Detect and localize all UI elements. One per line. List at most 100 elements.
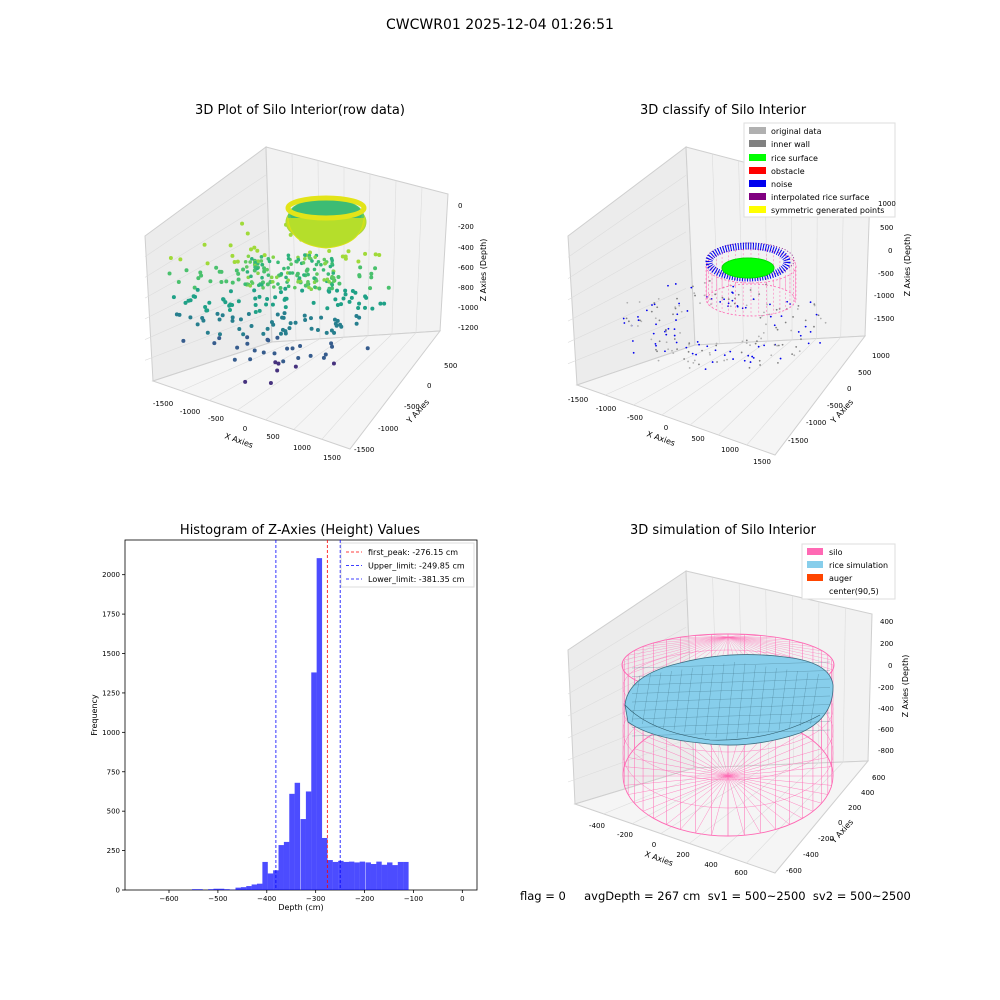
scatter-point xyxy=(790,329,793,332)
scatter-point xyxy=(696,341,699,343)
scatter-point xyxy=(312,267,317,272)
scatter-point xyxy=(330,283,335,287)
legend-swatch xyxy=(749,180,766,187)
scatter-point xyxy=(703,282,706,284)
scatter-point xyxy=(657,359,660,362)
histogram-bar xyxy=(365,862,371,890)
histogram-bar xyxy=(359,861,366,890)
silo-wire xyxy=(727,636,823,652)
scatter-point xyxy=(743,359,746,362)
scatter-point xyxy=(282,266,286,271)
scatter-point xyxy=(236,299,241,304)
silo-wire xyxy=(666,775,729,825)
mesh-line xyxy=(736,663,746,739)
scatter-point xyxy=(765,323,767,326)
x-tick: 400 xyxy=(704,861,717,869)
z-tick: 500 xyxy=(880,224,893,232)
grid-line xyxy=(567,627,687,695)
histogram-bar xyxy=(316,558,323,890)
grid-line xyxy=(415,187,423,333)
scatter-point xyxy=(316,259,321,264)
scatter-point xyxy=(230,318,235,323)
scatter-point xyxy=(777,361,779,364)
histogram-y-ticks: 0 250 500 750 1000 1250 1500 1750 2000 xyxy=(102,571,125,895)
scatter-point xyxy=(217,317,222,322)
mesh-line xyxy=(715,663,725,739)
simulation-x-label: X Axies xyxy=(643,849,674,868)
scatter-point xyxy=(775,308,778,311)
scatter-point xyxy=(373,252,378,257)
silo-wire xyxy=(680,775,729,830)
scatter-point xyxy=(330,344,335,349)
scatter-point xyxy=(673,338,676,340)
scatter-point xyxy=(260,262,265,267)
histogram-bar xyxy=(397,861,404,890)
scatter-point xyxy=(679,332,681,334)
scatter-point xyxy=(749,344,751,347)
scatter-point xyxy=(202,242,207,247)
y-tick: -500 xyxy=(404,403,420,411)
scatter-point xyxy=(769,303,771,306)
mesh-line xyxy=(631,675,641,723)
scatter-point xyxy=(678,304,681,307)
scatter-point xyxy=(181,338,186,343)
grid-line xyxy=(633,342,744,406)
grid-line xyxy=(144,202,267,278)
scatter-point xyxy=(315,272,319,276)
grid-line xyxy=(291,153,297,341)
scatter-point xyxy=(688,367,691,369)
scatter-point xyxy=(698,343,700,346)
scatter-point xyxy=(715,344,718,347)
scatter-point xyxy=(302,273,306,277)
x-tick: -400 xyxy=(589,822,605,830)
scatter-point xyxy=(230,253,235,258)
y-tick: -1500 xyxy=(788,437,808,445)
scatter-point xyxy=(268,381,273,386)
scatter-point xyxy=(311,300,316,305)
figure-title: CWCWR01 2025-12-04 01:26:51 xyxy=(386,17,614,33)
scatter-point xyxy=(297,276,302,280)
scatter-point xyxy=(709,353,711,356)
scatter-point xyxy=(745,304,748,307)
x-tick: 1500 xyxy=(753,458,771,466)
scatter-point xyxy=(288,271,292,275)
scatter-point xyxy=(667,348,670,351)
scatter-point xyxy=(363,305,368,310)
y-tick: 400 xyxy=(861,789,874,797)
scatter-point xyxy=(300,288,305,293)
legend-label: Upper_limit: -249.85 cm xyxy=(368,562,465,571)
scatter-point xyxy=(246,275,251,280)
legend-label: silo xyxy=(829,548,843,557)
scatter-point xyxy=(286,278,290,282)
z-tick: -500 xyxy=(878,270,894,278)
scatter-point xyxy=(219,279,224,284)
silo-wire xyxy=(727,636,829,656)
scatter-point xyxy=(807,342,810,345)
scatter-point xyxy=(675,341,678,344)
scatter-point xyxy=(259,259,264,263)
scatter-point xyxy=(749,361,752,363)
mesh-line xyxy=(705,664,714,737)
scatter-point xyxy=(306,281,310,286)
silo-wire xyxy=(727,748,822,777)
silo-wire xyxy=(727,733,803,777)
histogram-bars xyxy=(191,558,409,890)
scatter-point xyxy=(672,352,675,355)
scatter-point xyxy=(347,299,352,304)
z-tick: -200 xyxy=(878,684,894,692)
scatter-point xyxy=(293,364,298,369)
scatter-point xyxy=(310,259,314,263)
grid-line xyxy=(391,180,397,335)
scatter-point xyxy=(323,352,328,357)
scatter-point xyxy=(309,287,314,291)
histogram-bar xyxy=(251,884,258,890)
scatter-point xyxy=(199,273,204,278)
histogram-bar xyxy=(387,862,393,890)
scatter-point xyxy=(356,259,361,264)
silo-wire xyxy=(623,636,729,670)
x-tick: 200 xyxy=(676,851,689,859)
scatter-point xyxy=(243,259,248,264)
x-tick: 0 xyxy=(652,841,656,849)
scatter-point xyxy=(732,285,735,288)
legend-swatch xyxy=(749,167,766,174)
